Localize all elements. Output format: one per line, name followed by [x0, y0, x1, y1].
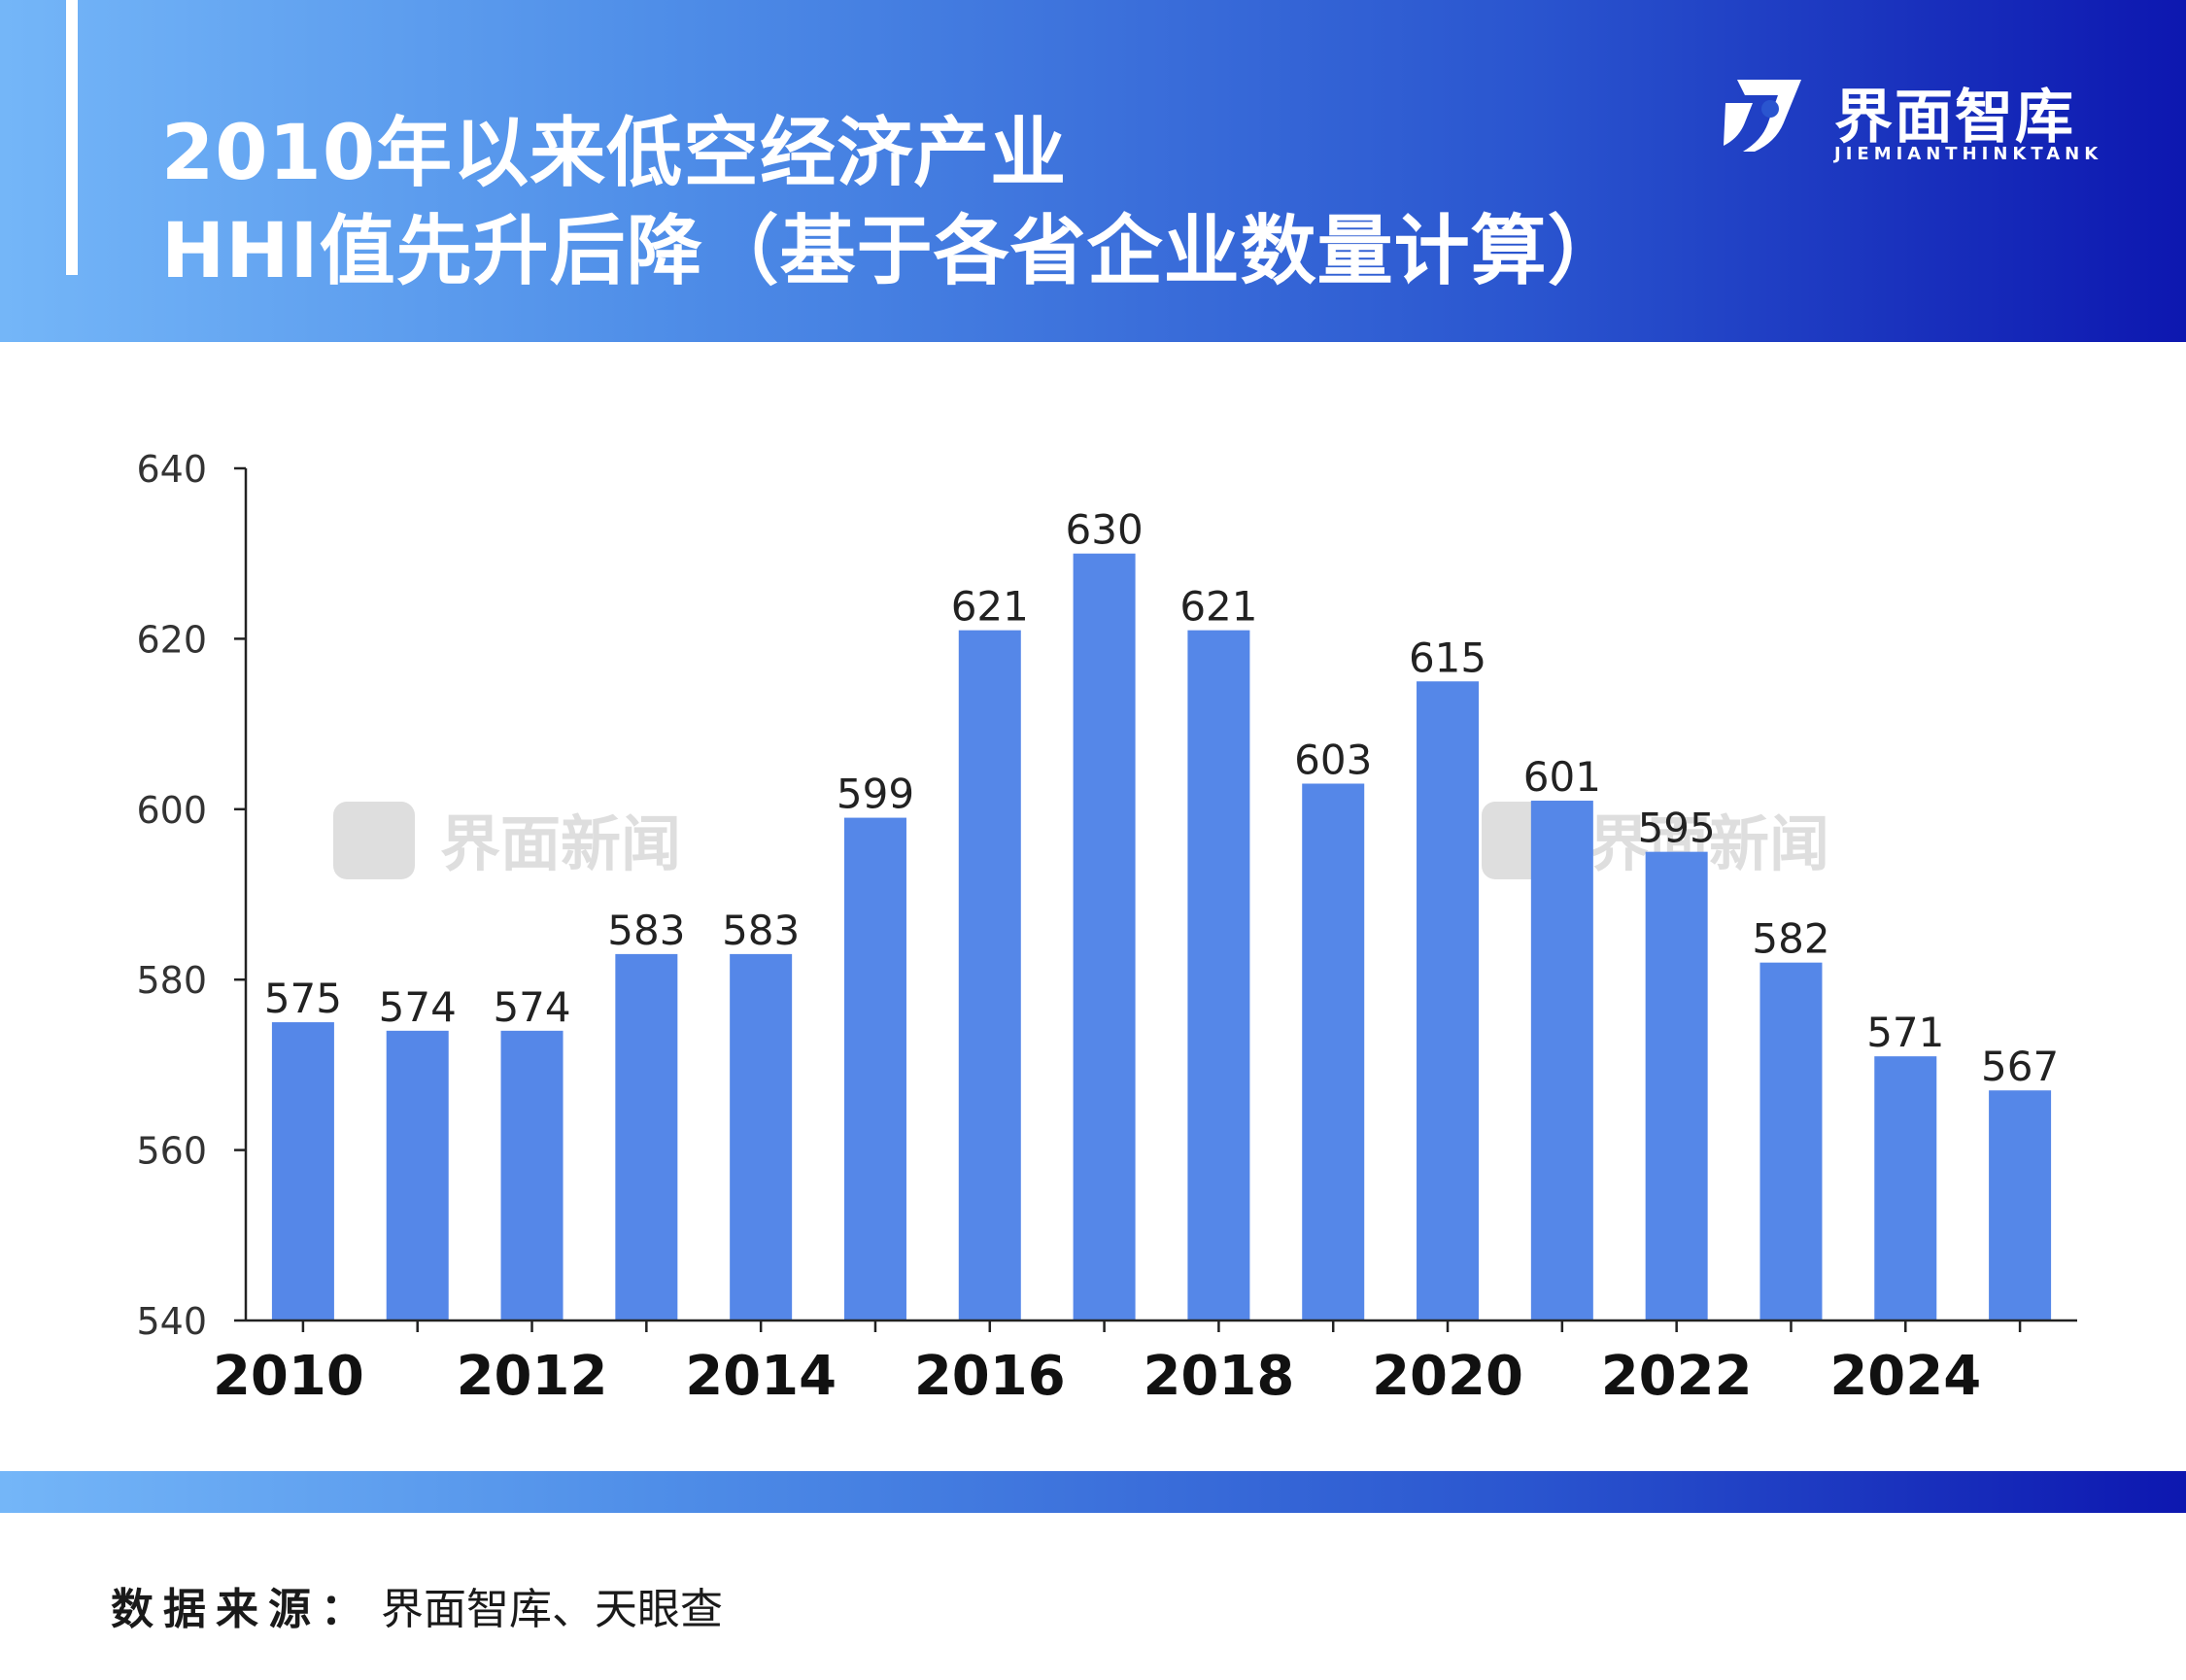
footer-band	[0, 1471, 2186, 1513]
bar-value-label: 621	[1179, 583, 1257, 631]
bar	[500, 1030, 564, 1320]
source-text: 界面智库、天眼查	[381, 1585, 723, 1634]
bar	[1073, 553, 1136, 1320]
source-label: 数据来源：	[111, 1585, 373, 1634]
y-tick-label: 560	[136, 1130, 207, 1173]
bar-value-label: 582	[1752, 915, 1829, 963]
x-tick-label: 2024	[1829, 1345, 1981, 1408]
watermark-1: 界面新闻	[333, 802, 681, 879]
bar	[271, 1022, 334, 1320]
bar-value-label: 571	[1866, 1009, 1944, 1056]
y-axis: 540 560 580 600 620 640	[136, 448, 248, 1343]
y-tick-label: 640	[136, 448, 207, 491]
x-tick-label: 2014	[685, 1345, 837, 1408]
x-tick-label: 2020	[1372, 1345, 1523, 1408]
x-tick-label: 2018	[1143, 1345, 1294, 1408]
x-tick-label: 2016	[914, 1345, 1066, 1408]
bar	[1874, 1056, 1937, 1320]
chart-title-line-2: HHI值先升后降（基于各省企业数量计算）	[161, 208, 1624, 295]
header-accent-bar	[66, 0, 78, 275]
bar	[1530, 801, 1593, 1320]
x-tick-label: 2022	[1601, 1345, 1753, 1408]
y-tick-label: 600	[136, 789, 207, 832]
bar	[958, 630, 1021, 1320]
bar	[1302, 783, 1365, 1320]
bar-value-label: 595	[1638, 805, 1716, 852]
bar-value-label: 621	[951, 583, 1029, 631]
value-labels-group: 575 574 574 583 583 599 621 630 621 603 615 601 595 5…	[264, 506, 2059, 1091]
bar-value-label: 583	[722, 907, 800, 954]
logo-name: 界面智库	[1834, 84, 2075, 152]
bar-value-label: 583	[607, 907, 685, 954]
bar	[843, 817, 906, 1320]
x-tick-label: 2010	[213, 1345, 364, 1408]
bars-group	[271, 553, 2052, 1320]
brand-logo: 界面智库 JIEMIANTHINKTANK	[1720, 70, 2128, 167]
bar-value-label: 575	[264, 975, 342, 1022]
bar-value-label: 630	[1066, 506, 1144, 554]
x-axis: 2010 2012 2014 2016 2018 2020 2022 2024	[213, 1319, 2077, 1408]
watermark-text: 界面新闻	[1588, 808, 1829, 879]
bar	[615, 953, 678, 1320]
bar-value-label: 599	[837, 771, 914, 818]
chart-title-line-1: 2010年以来低空经济产业	[161, 110, 1068, 197]
header-banner: 2010年以来低空经济产业 HHI值先升后降（基于各省企业数量计算） 界面智库 …	[0, 0, 2186, 342]
bar-value-label: 601	[1523, 753, 1601, 801]
logo-mark-icon	[1724, 80, 1801, 152]
bar	[730, 953, 793, 1320]
bar	[1645, 851, 1708, 1320]
logo-subtitle: JIEMIANTHINKTANK	[1834, 144, 2103, 164]
bar	[1187, 630, 1250, 1320]
bar-value-label: 567	[1981, 1043, 2059, 1090]
bar	[386, 1030, 449, 1320]
bar	[1989, 1090, 2052, 1320]
y-tick-label: 580	[136, 959, 207, 1002]
watermark-logo-icon	[333, 802, 415, 879]
watermark-text: 界面新闻	[440, 808, 681, 879]
y-tick-label: 620	[136, 618, 207, 661]
bar	[1759, 962, 1823, 1320]
bar-value-label: 615	[1409, 634, 1486, 681]
x-tick-label: 2012	[457, 1345, 608, 1408]
bar	[1417, 681, 1480, 1320]
bar-value-label: 574	[493, 983, 570, 1031]
data-source: 数据来源： 界面智库、天眼查	[111, 1574, 723, 1636]
bar-value-label: 603	[1294, 736, 1372, 783]
y-tick-label: 540	[136, 1300, 207, 1343]
bar-value-label: 574	[379, 983, 457, 1031]
bar-chart: 界面新闻 界面新闻 575 574 574 583 583 599 621 630 621 603…	[136, 448, 2077, 1408]
